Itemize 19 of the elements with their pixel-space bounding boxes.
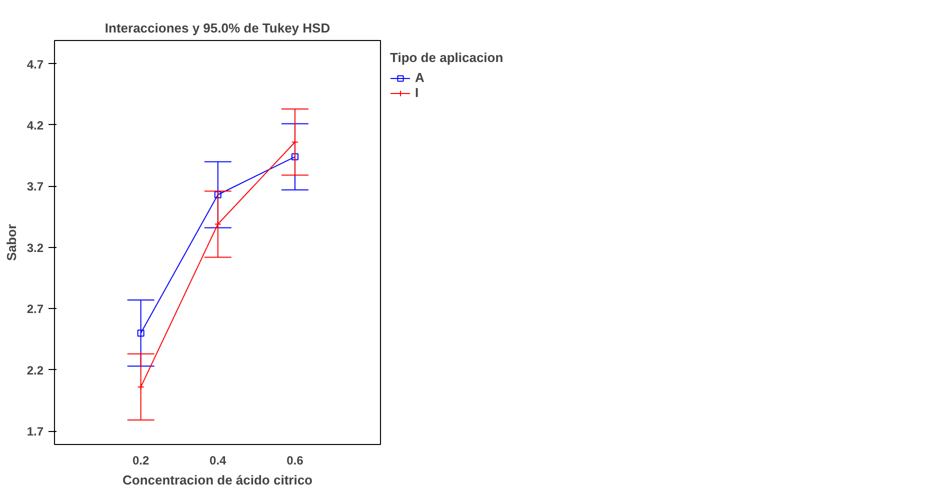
x-axis-title: Concentracion de ácido citrico (122, 472, 313, 488)
y-axis-title: Sabor (4, 224, 19, 261)
y-tick-label: 4.2 (26, 118, 44, 132)
chart-title: Interacciones y 95.0% de Tukey HSD (104, 20, 330, 36)
y-tick-label: 2.2 (26, 363, 44, 378)
point (214, 191, 222, 198)
x-tick-label: 0.4 (210, 454, 227, 468)
y-tick-label: 3.2 (26, 240, 44, 255)
x-tick-label: 0.2 (132, 454, 150, 468)
y-tick-label: 4.7 (26, 57, 44, 72)
legend-label: I (415, 85, 420, 100)
legend-title: Tipo de aplicacion (390, 50, 504, 65)
point (291, 153, 298, 160)
y-tick-label: 2.7 (26, 302, 44, 316)
y-tick-label: 3.7 (26, 180, 44, 194)
legend-label: A (415, 70, 426, 85)
x-tick-label: 0.6 (286, 454, 304, 468)
y-tick-label: 1.7 (26, 424, 44, 439)
point (137, 330, 144, 337)
